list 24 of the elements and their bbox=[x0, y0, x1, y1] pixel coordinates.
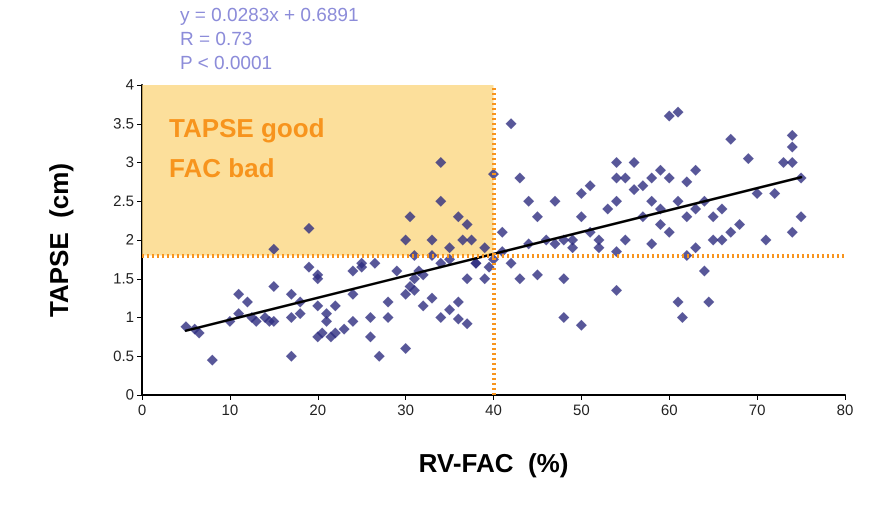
text: P < 0.0001 bbox=[180, 53, 272, 74]
x-tick-label: 60 bbox=[660, 402, 678, 419]
y-tick-label: 2 bbox=[126, 232, 134, 248]
x-tick-label: 80 bbox=[836, 402, 854, 419]
y-axis-title: TAPSE (cm) bbox=[44, 162, 74, 318]
band-label: TAPSE good FAC bad bbox=[169, 113, 325, 183]
x-axis-title: RV-FAC (%) bbox=[418, 448, 568, 478]
x-tick-label: 20 bbox=[309, 402, 326, 419]
y-tick-label: 2.5 bbox=[113, 192, 134, 210]
text: y = 0.0283x + 0.6891 bbox=[180, 5, 359, 26]
text: R = 0.73 bbox=[180, 29, 252, 50]
y-tick-label: 1 bbox=[126, 309, 134, 326]
x-tick-label: 10 bbox=[222, 402, 238, 419]
y-tick-label: 4 bbox=[126, 76, 134, 94]
x-tick-label: 40 bbox=[485, 402, 502, 419]
y-tick-label: 1.5 bbox=[113, 270, 134, 288]
y-tick-label: 0 bbox=[126, 386, 134, 404]
y-tick-label: 3 bbox=[126, 154, 134, 171]
x-tick-label: 50 bbox=[573, 402, 590, 419]
y-tick-label: 3.5 bbox=[113, 115, 134, 132]
x-tick-label: 0 bbox=[138, 402, 146, 419]
y-tick-label: 0.5 bbox=[113, 348, 134, 365]
x-tick-label: 30 bbox=[397, 402, 414, 419]
x-tick-label: 70 bbox=[748, 402, 766, 419]
